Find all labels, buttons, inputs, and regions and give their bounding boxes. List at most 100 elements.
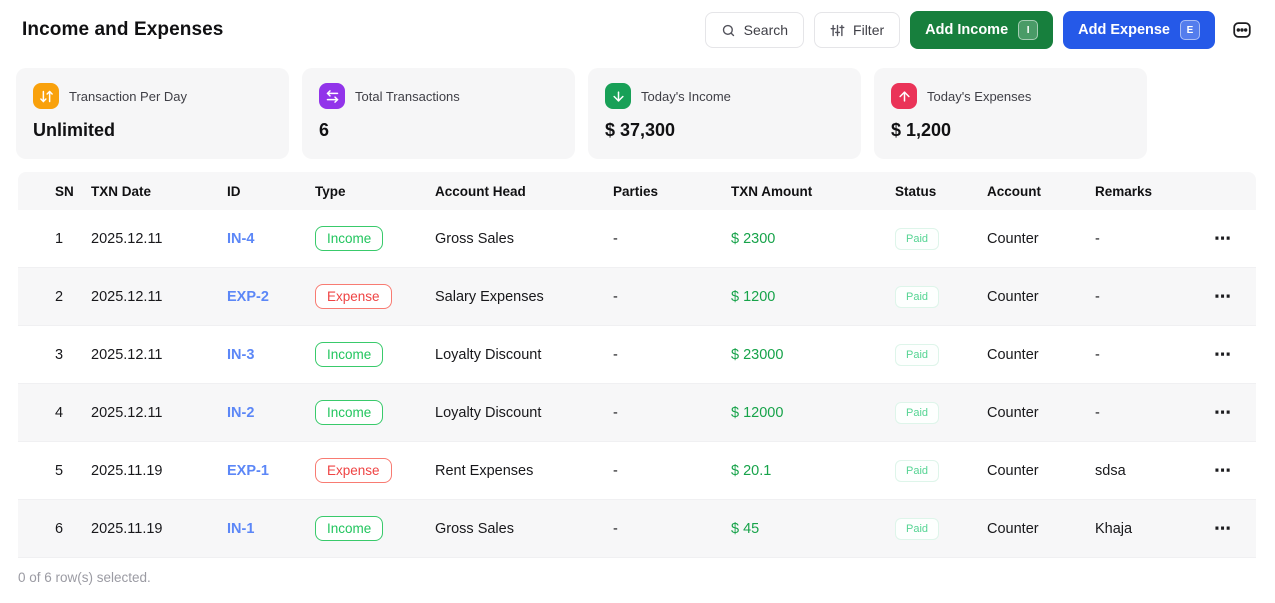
filter-button-label: Filter: [853, 22, 885, 38]
cell-account: Counter: [987, 520, 1039, 537]
page-header: Income and Expenses Search Filter Add In…: [0, 0, 1275, 56]
arrows-left-right-icon: [319, 83, 345, 109]
cell-parties: -: [613, 520, 618, 537]
txn-id-link[interactable]: IN-2: [227, 404, 255, 421]
arrow-up-icon: [891, 83, 917, 109]
search-button[interactable]: Search: [704, 12, 805, 48]
add-income-button[interactable]: Add Income I: [910, 11, 1054, 49]
cell-account-head: Loyalty Discount: [435, 404, 542, 421]
more-options-button[interactable]: [1231, 19, 1253, 41]
table-row: 5 2025.11.19 EXP-1 Expense Rent Expenses…: [18, 442, 1256, 500]
stat-label: Today's Expenses: [927, 88, 1032, 104]
type-badge: Income: [315, 226, 384, 251]
column-header-txn-date: TXN Date: [91, 183, 152, 199]
stat-label: Today's Income: [641, 88, 731, 104]
table-row: 3 2025.12.11 IN-3 Income Loyalty Discoun…: [18, 326, 1256, 384]
cell-sn: 1: [55, 230, 64, 247]
type-badge: Income: [315, 400, 384, 425]
cell-remarks: -: [1095, 346, 1100, 363]
row-actions-menu-button[interactable]: ⋯: [1214, 461, 1232, 480]
stat-card-total-transactions: Total Transactions 6: [302, 68, 575, 159]
column-header-txn-amount: TXN Amount: [731, 183, 813, 199]
column-header-remarks: Remarks: [1095, 183, 1153, 199]
txn-id-link[interactable]: IN-4: [227, 230, 255, 247]
cell-account-head: Gross Sales: [435, 520, 514, 537]
cell-txn-amount: $ 23000: [731, 346, 784, 363]
cell-remarks: -: [1095, 288, 1100, 305]
ellipsis-box-icon: [1231, 19, 1253, 41]
stat-label: Total Transactions: [355, 88, 460, 104]
cell-account: Counter: [987, 346, 1039, 363]
page-title: Income and Expenses: [22, 19, 224, 40]
cell-txn-date: 2025.12.11: [91, 288, 163, 305]
column-header-type: Type: [315, 183, 346, 199]
add-income-shortcut-badge: I: [1018, 20, 1039, 40]
stat-card-transaction-per-day: Transaction Per Day Unlimited: [16, 68, 289, 159]
table-header-row: SN TXN Date ID Type Account Head Parties…: [18, 172, 1256, 210]
cell-parties: -: [613, 404, 618, 421]
column-header-sn: SN: [55, 183, 74, 199]
txn-id-link[interactable]: EXP-1: [227, 462, 269, 479]
txn-id-link[interactable]: IN-1: [227, 520, 255, 537]
cell-sn: 4: [55, 404, 64, 421]
stat-value: Unlimited: [33, 120, 116, 140]
cell-account: Counter: [987, 462, 1039, 479]
cell-txn-date: 2025.12.11: [91, 346, 163, 363]
add-income-button-label: Add Income: [925, 22, 1009, 38]
cell-account-head: Loyalty Discount: [435, 346, 542, 363]
status-badge: Paid: [895, 227, 940, 250]
cell-account: Counter: [987, 404, 1039, 421]
arrows-down-up-icon: [33, 83, 59, 109]
column-header-account: Account: [987, 183, 1041, 199]
stat-cards: Transaction Per Day Unlimited Total Tran…: [16, 68, 1259, 159]
cell-account-head: Gross Sales: [435, 230, 514, 247]
row-actions-menu-button[interactable]: ⋯: [1214, 345, 1232, 364]
table-row: 2 2025.12.11 EXP-2 Expense Salary Expens…: [18, 268, 1256, 326]
column-header-status: Status: [895, 183, 937, 199]
column-header-account-head: Account Head: [435, 183, 526, 199]
txn-id-link[interactable]: EXP-2: [227, 288, 269, 305]
status-badge: Paid: [895, 517, 940, 540]
cell-parties: -: [613, 462, 618, 479]
type-badge: Expense: [315, 458, 392, 483]
add-expense-button-label: Add Expense: [1078, 22, 1170, 38]
filter-button[interactable]: Filter: [814, 12, 901, 48]
cell-remarks: sdsa: [1095, 462, 1126, 479]
stat-value: 6: [319, 120, 330, 140]
type-badge: Income: [315, 516, 384, 541]
table-body: 1 2025.12.11 IN-4 Income Gross Sales - $…: [18, 210, 1256, 558]
add-expense-shortcut-badge: E: [1180, 20, 1200, 40]
row-actions-menu-button[interactable]: ⋯: [1214, 519, 1232, 538]
stat-value: $ 37,300: [605, 120, 676, 140]
cell-sn: 5: [55, 462, 64, 479]
cell-parties: -: [613, 288, 618, 305]
search-icon: [721, 23, 736, 38]
cell-txn-date: 2025.12.11: [91, 404, 163, 421]
row-actions-menu-button[interactable]: ⋯: [1214, 403, 1232, 422]
cell-parties: -: [613, 346, 618, 363]
transactions-table: SN TXN Date ID Type Account Head Parties…: [18, 172, 1256, 558]
cell-txn-amount: $ 1200: [731, 288, 776, 305]
table-row: 1 2025.12.11 IN-4 Income Gross Sales - $…: [18, 210, 1256, 268]
filter-sliders-icon: [830, 23, 845, 38]
txn-id-link[interactable]: IN-3: [227, 346, 255, 363]
cell-sn: 2: [55, 288, 64, 305]
row-actions-menu-button[interactable]: ⋯: [1214, 287, 1232, 306]
cell-txn-amount: $ 45: [731, 520, 760, 537]
header-actions: Search Filter Add Income I Add Expense E: [704, 11, 1253, 49]
cell-account: Counter: [987, 230, 1039, 247]
arrow-down-icon: [605, 83, 631, 109]
status-badge: Paid: [895, 459, 940, 482]
stat-card-todays-income: Today's Income $ 37,300: [588, 68, 861, 159]
cell-parties: -: [613, 230, 618, 247]
add-expense-button[interactable]: Add Expense E: [1063, 11, 1215, 49]
status-badge: Paid: [895, 343, 940, 366]
cell-sn: 3: [55, 346, 64, 363]
status-badge: Paid: [895, 401, 940, 424]
cell-txn-amount: $ 20.1: [731, 462, 772, 479]
cell-account-head: Rent Expenses: [435, 462, 534, 479]
cell-txn-date: 2025.11.19: [91, 462, 163, 479]
selection-status-text: 0 of 6 row(s) selected.: [18, 570, 151, 585]
table-row: 6 2025.11.19 IN-1 Income Gross Sales - $…: [18, 500, 1256, 558]
row-actions-menu-button[interactable]: ⋯: [1214, 229, 1232, 248]
